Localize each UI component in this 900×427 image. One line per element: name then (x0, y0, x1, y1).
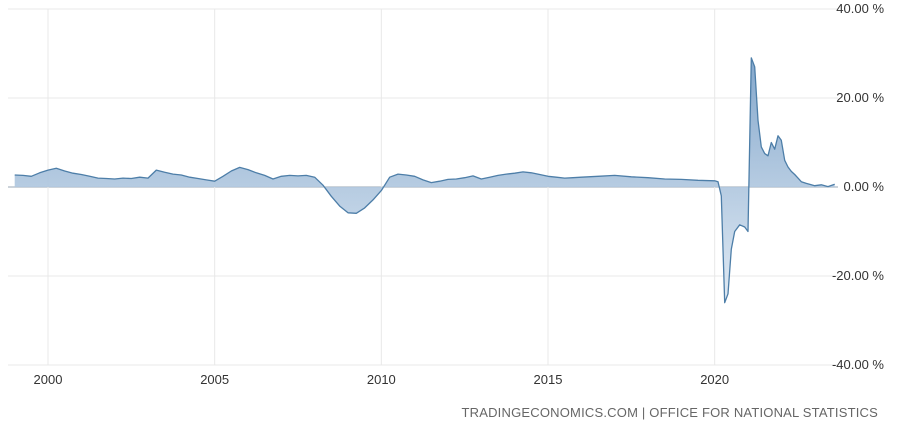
y-tick-label: 20.00 % (836, 90, 884, 105)
x-tick-label: 2010 (367, 372, 396, 387)
x-axis-ticks: 2000 2005 2010 2015 2020 (34, 372, 730, 387)
x-tick-label: 2020 (700, 372, 729, 387)
x-tick-label: 2005 (200, 372, 229, 387)
y-tick-label: -20.00 % (832, 268, 884, 283)
y-axis-ticks: 40.00 % 20.00 % 0.00 % -20.00 % -40.00 % (832, 1, 884, 372)
series-area (14, 57, 835, 303)
area-fill (14, 57, 835, 303)
y-tick-label: 40.00 % (836, 1, 884, 16)
x-tick-label: 2015 (534, 372, 563, 387)
y-tick-label: -40.00 % (832, 357, 884, 372)
x-tick-label: 2000 (34, 372, 63, 387)
series-line[interactable] (14, 57, 835, 304)
series-line-group (14, 57, 835, 304)
source-credit[interactable]: TRADINGECONOMICS.COM | OFFICE FOR NATION… (461, 405, 878, 420)
y-tick-label: 0.00 % (844, 179, 885, 194)
